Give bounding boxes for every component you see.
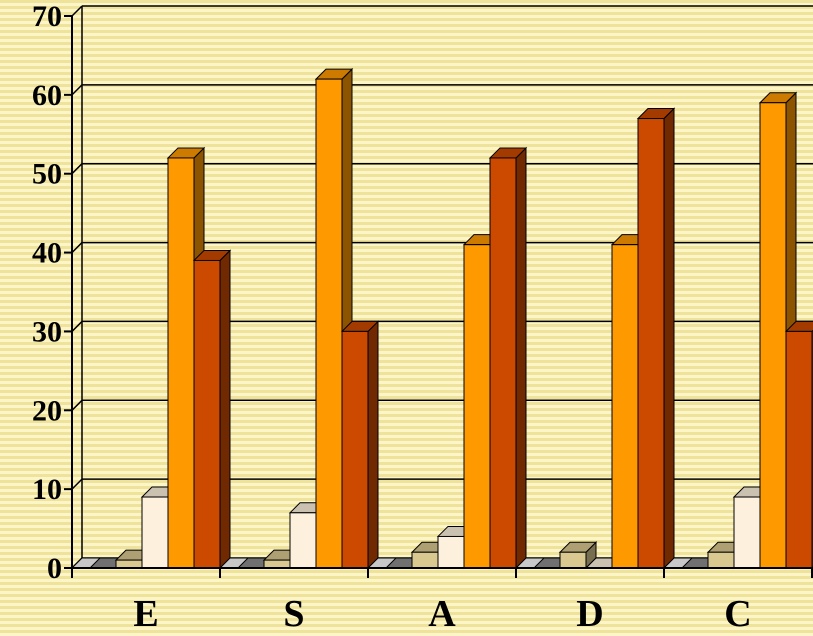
gridline-side [71, 478, 83, 490]
y-tick-label: 70 [32, 0, 62, 33]
bar [784, 320, 813, 570]
bar-side [219, 249, 231, 570]
bar-front [611, 244, 639, 569]
bar-side [515, 146, 527, 570]
bar-front [463, 244, 491, 569]
bar-side [663, 107, 675, 570]
bar-front [759, 102, 787, 569]
bar-front [733, 496, 761, 569]
gridline-side [71, 84, 83, 96]
bar-side [367, 320, 379, 570]
bars-layer [88, 67, 813, 570]
bar-front [315, 78, 343, 569]
bar-front [341, 330, 369, 569]
gridline-side [71, 242, 83, 254]
bar-front [289, 512, 317, 569]
x-tick-label: A [428, 593, 456, 635]
bar-front [707, 551, 735, 569]
bar-front [489, 157, 517, 569]
x-tick-label: E [133, 593, 158, 635]
bar [340, 320, 380, 570]
y-tick-label: 50 [32, 158, 62, 191]
axes-layer: 0 10 20 30 40 50 60 70 E S A D C [32, 0, 813, 635]
y-tick-label: 20 [32, 394, 62, 427]
gridline-side [71, 399, 83, 411]
y-tick-label: 60 [32, 79, 62, 112]
bar-front [263, 559, 291, 569]
y-tick-label: 40 [32, 237, 62, 270]
bar-front [559, 551, 587, 569]
bar [636, 107, 676, 570]
bar [558, 541, 598, 570]
bar-front [141, 496, 169, 569]
y-tick-label: 30 [32, 315, 62, 348]
bar-front [437, 535, 465, 569]
bar-front [115, 559, 143, 569]
y-tick-label: 10 [32, 473, 62, 506]
bar-front [193, 259, 221, 569]
bar-front [411, 551, 439, 569]
gridline-side [71, 163, 83, 175]
bar-front [637, 118, 665, 569]
x-tick-label: C [724, 593, 751, 635]
x-tick-label: D [576, 593, 603, 635]
bar [192, 249, 232, 570]
bar-front [167, 157, 195, 569]
gridline-side [71, 5, 83, 17]
gridline-side [71, 320, 83, 332]
x-tick-label: S [283, 593, 304, 635]
y-tick-label: 0 [47, 552, 62, 585]
bar-front [785, 330, 813, 569]
bar [488, 146, 528, 570]
